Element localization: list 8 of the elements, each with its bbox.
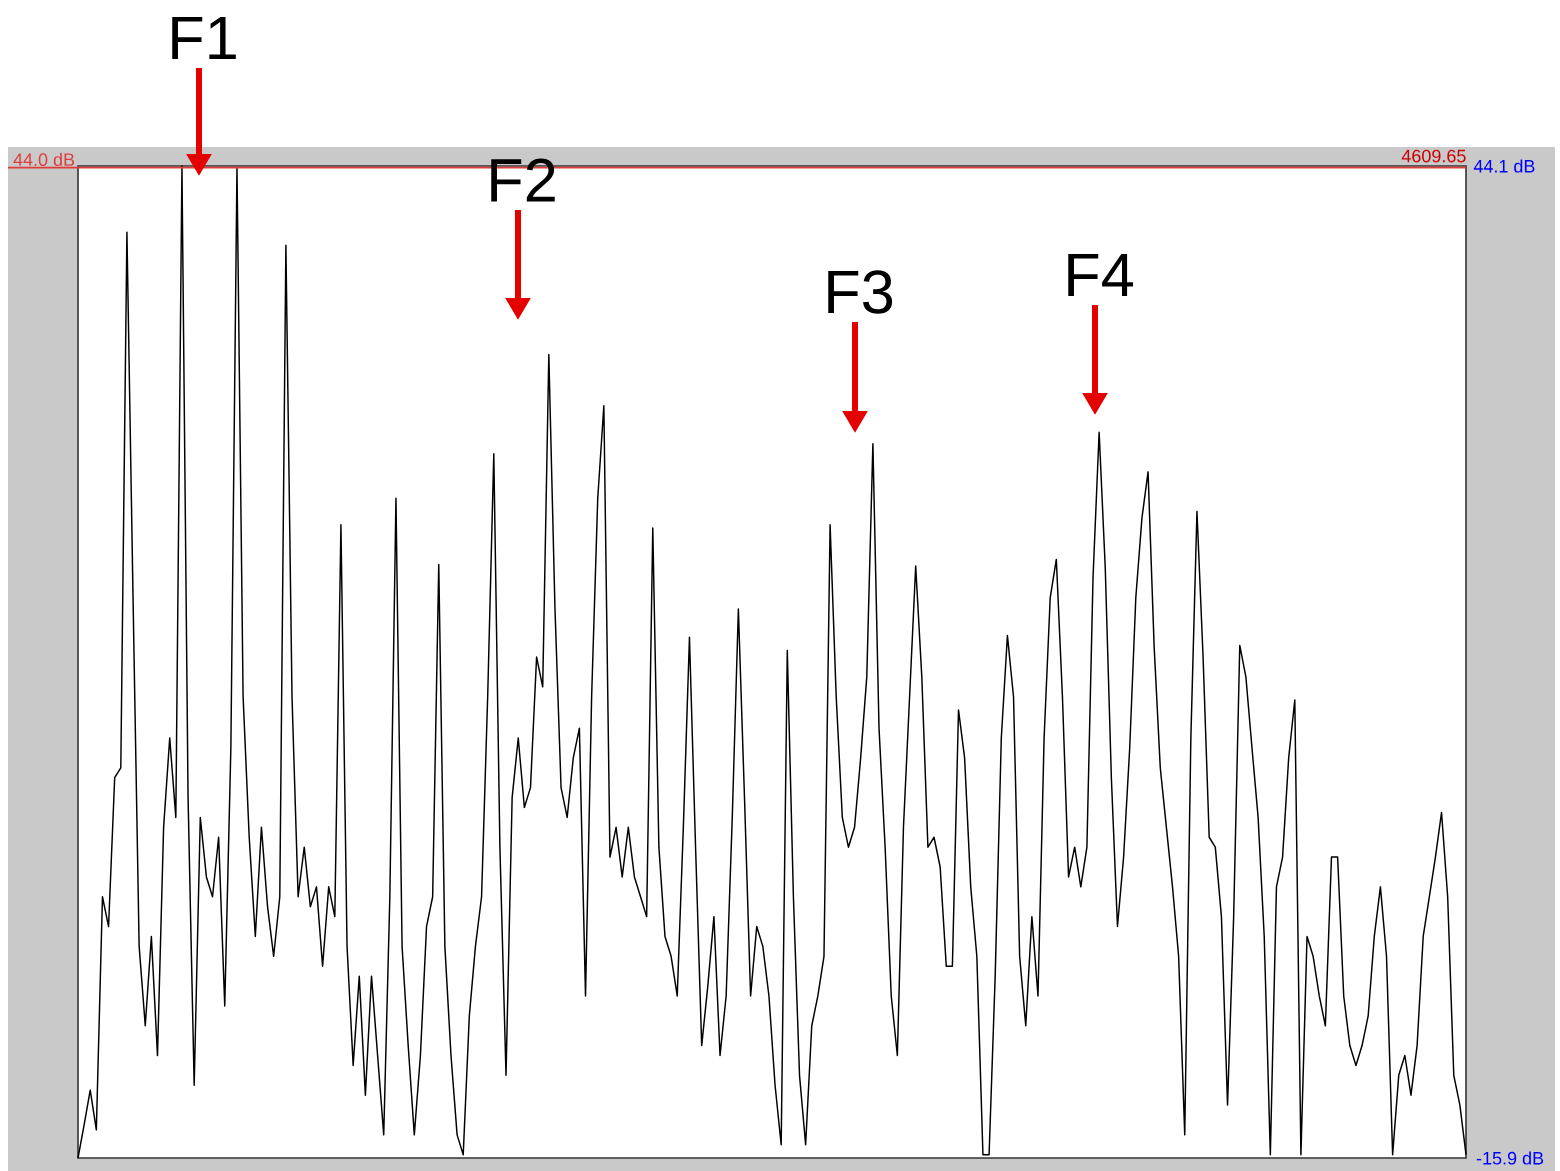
annotation: F3: [828, 270, 893, 314]
annotation: F4: [1068, 253, 1134, 297]
ref-line-label: 44.0 dB: [13, 152, 75, 167]
y-tick-label: -15.9 dB: [1476, 1151, 1544, 1165]
annotation: F2: [491, 158, 555, 202]
text: F1: [172, 16, 236, 60]
text: 4609.65: [1401, 149, 1466, 163]
y-tick-label: 44.1 dB: [1473, 159, 1535, 173]
